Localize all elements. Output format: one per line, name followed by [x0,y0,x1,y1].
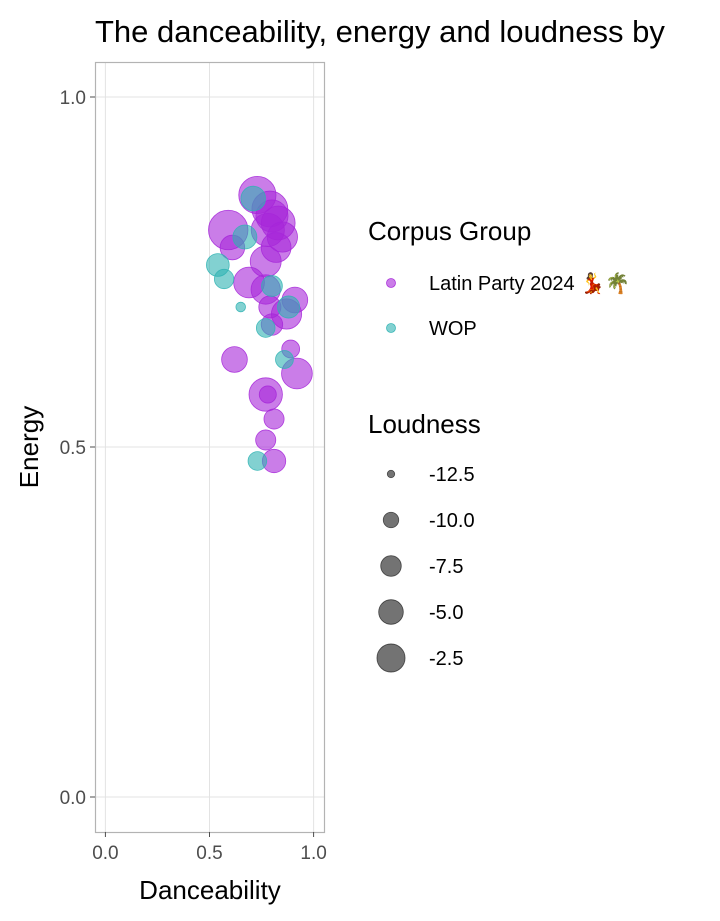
point-latin-party [263,408,285,430]
points-layer [206,175,313,474]
point-wop [213,268,235,290]
point-wop [235,301,246,313]
y-tick-label: 1.0 [60,88,86,109]
legend-series-label: WOP [429,318,477,340]
point-latin-party [221,346,248,373]
legend-color-key [386,278,396,288]
legend-size-key [378,599,404,625]
point-wop [261,275,283,297]
legend-size-label: -2.5 [429,648,463,670]
x-axis-title: Danceability [139,875,281,905]
legend-size-label: -10.0 [429,510,475,532]
point-latin-party [258,385,277,404]
point-latin-party [260,232,292,263]
y-axis-title: Energy [14,406,44,488]
grid-lines [95,62,324,832]
legend-series-label: Latin Party 2024 💃🌴 [429,271,630,295]
legend-size-key [386,469,396,479]
chart-title: The danceability, energy and loudness by [95,14,665,49]
legend-size-label: -7.5 [429,556,463,578]
y-tick-label: 0.5 [60,438,86,459]
legend-color-key [386,323,396,333]
legend-size-key [382,511,400,529]
point-wop [275,350,294,369]
legend-size-key [380,555,402,577]
point-wop [247,451,268,471]
point-wop [240,185,266,212]
axes: 0.0 0.5 1.0 0.0 0.5 1.0 [60,88,327,864]
legend-size-label: -5.0 [429,602,463,624]
point-latin-party [255,429,277,451]
x-tick-label: 0.0 [92,843,118,864]
legend-size-key [376,643,406,673]
legend: Corpus Group Latin Party 2024 💃🌴 WOP Loudne… [368,216,630,673]
point-wop [277,295,301,319]
x-tick-label: 1.0 [300,843,326,864]
legend-size-title: Loudness [368,409,481,439]
legend-color-title: Corpus Group [368,216,531,246]
x-tick-label: 0.5 [196,843,222,864]
point-wop [232,224,258,250]
point-wop [255,318,276,338]
legend-size-label: -12.5 [429,464,475,486]
y-tick-label: 0.0 [60,788,86,809]
